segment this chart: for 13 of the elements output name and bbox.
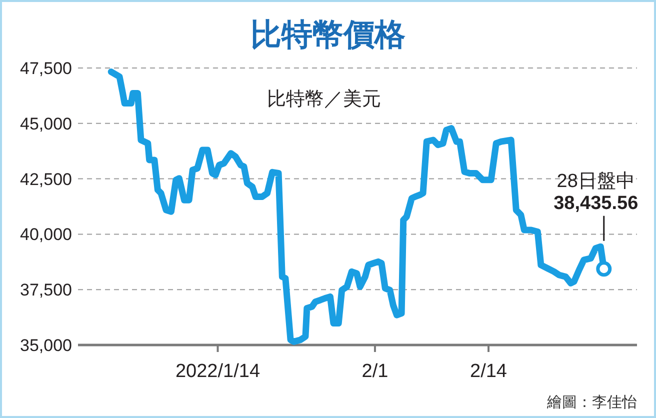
y-tick-label: 40,000	[20, 225, 72, 244]
y-tick-label: 37,500	[20, 280, 72, 300]
y-tick-label: 47,500	[20, 59, 72, 78]
x-tick-label: 2/1	[362, 361, 388, 382]
x-tick-label: 2/14	[470, 361, 508, 382]
annotation: 28日盤中 38,435.56	[554, 170, 638, 214]
y-tick-label: 42,500	[20, 170, 72, 189]
x-tick-label: 2022/1/14	[175, 361, 260, 382]
text: 繪圖：李佳怡	[546, 394, 637, 411]
chart-title: 比特幣價格	[250, 17, 406, 52]
y-axis-title: 比特幣／美元	[267, 88, 381, 110]
y-tick-label: 35,000	[20, 336, 72, 355]
y-tick-label: 45,000	[20, 114, 72, 134]
